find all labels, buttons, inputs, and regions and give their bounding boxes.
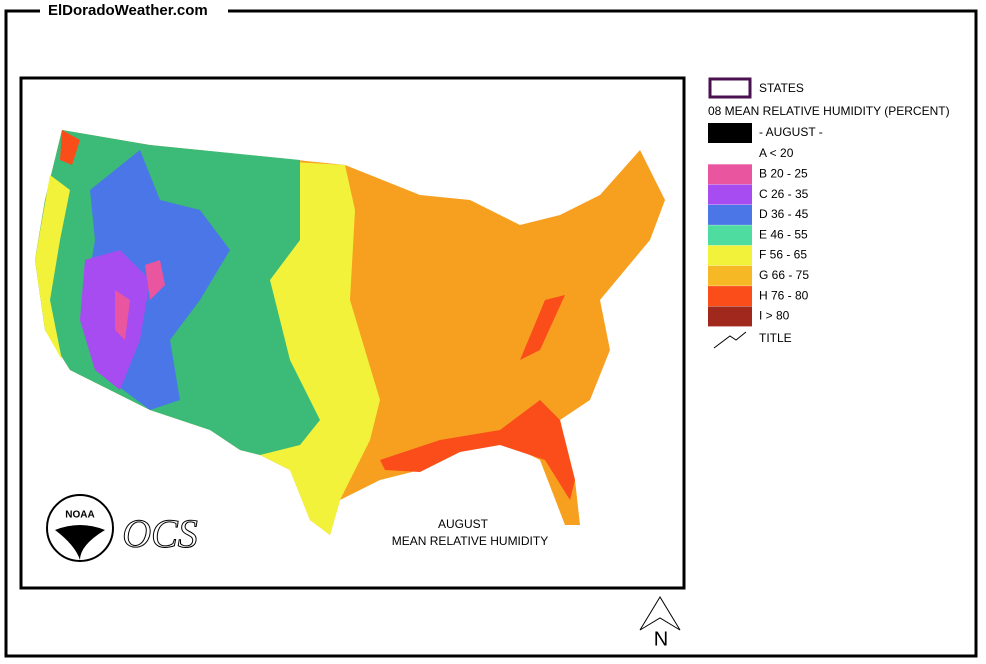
legend-swatch <box>708 184 752 205</box>
legend-label: B 20 - 25 <box>759 166 808 180</box>
legend: STATES 08 MEAN RELATIVE HUMIDITY (PERCEN… <box>708 77 950 349</box>
legend-label: F 56 - 65 <box>759 248 807 262</box>
legend-swatch <box>708 77 752 99</box>
region-red-nw <box>60 130 80 165</box>
map-title-line: MEAN RELATIVE HUMIDITY <box>392 534 548 548</box>
region-red-gulf <box>380 400 575 500</box>
legend-swatch <box>708 204 752 225</box>
legend-label: STATES <box>759 81 804 95</box>
map <box>35 130 665 535</box>
legend-label: H 76 - 80 <box>759 288 809 302</box>
outer-frame <box>4 9 978 658</box>
header-bg <box>40 2 228 20</box>
legend-label: I > 80 <box>759 309 790 323</box>
legend-label: A < 20 <box>759 146 794 160</box>
legend-heading: 08 MEAN RELATIVE HUMIDITY (PERCENT) <box>708 104 950 118</box>
noaa-bird <box>55 525 105 560</box>
region-red-appalachian <box>520 295 565 360</box>
legend-label: G 66 - 75 <box>759 268 809 282</box>
legend-label: C 26 - 35 <box>759 187 809 201</box>
legend-swatch <box>708 164 752 185</box>
compass-n: N <box>654 628 668 650</box>
compass-arrow <box>639 596 681 631</box>
legend-label: - AUGUST - <box>759 125 823 139</box>
legend-swatch <box>708 245 752 266</box>
legend-label: E 46 - 55 <box>759 227 808 241</box>
ocs-logo: OCS <box>122 511 198 556</box>
map-title-line: AUGUST <box>438 517 489 531</box>
region-pink <box>115 290 130 340</box>
site-name: ElDoradoWeather.com <box>48 2 208 19</box>
noaa-text: NOAA <box>65 510 94 521</box>
legend-swatch <box>708 265 752 286</box>
legend-swatch <box>708 123 752 143</box>
region-yellow-coast <box>35 175 70 360</box>
legend-swatch <box>708 286 752 307</box>
legend-label: TITLE <box>759 331 792 345</box>
legend-label: D 36 - 45 <box>759 207 809 221</box>
legend-swatch <box>708 306 752 327</box>
legend-swatch <box>708 225 752 246</box>
title-icon <box>713 331 747 349</box>
region-pink-2 <box>145 260 165 300</box>
